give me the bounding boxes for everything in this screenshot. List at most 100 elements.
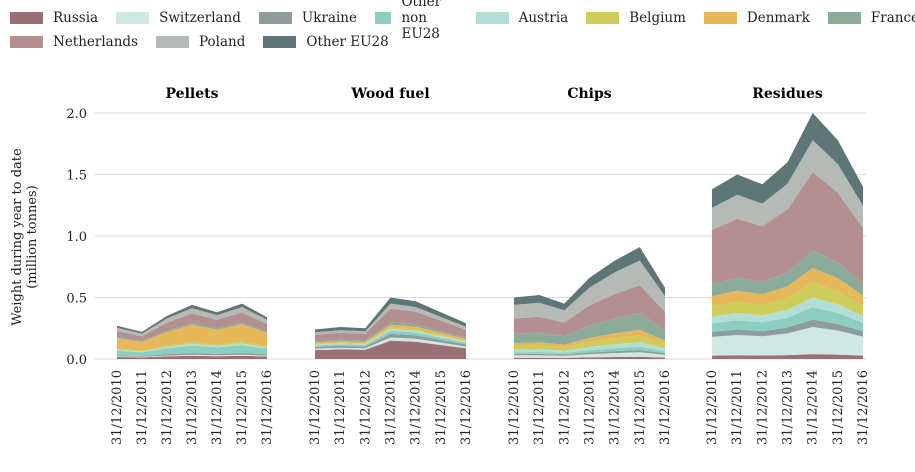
area-other-non-eu28 (514, 346, 665, 355)
area-other-non-eu28 (712, 307, 863, 332)
area-ukraine (117, 352, 267, 357)
x-tick-label: 31/12/2013 (583, 370, 598, 445)
y-tick-label: 1.0 (66, 230, 87, 245)
legend-swatch (374, 12, 392, 24)
x-tick-label: 31/12/2014 (608, 370, 623, 445)
area-poland (712, 140, 863, 230)
legend: Russia Switzerland Ukraine Other non EU2… (10, 0, 915, 54)
x-tick-label: 31/12/2016 (260, 370, 275, 445)
area-belgium (117, 341, 267, 352)
area-ukraine (514, 350, 665, 356)
area-other-non-eu28 (117, 345, 267, 356)
panel-2: Chips 31/12/2010 31/12/2011 31/12/2012 31/12… (507, 86, 673, 445)
legend-row-2: Netherlands Poland Other EU28 (10, 30, 910, 54)
x-tick-label: 31/12/2012 (755, 370, 770, 445)
x-tick-label: 31/12/2010 (110, 370, 125, 445)
area-poland (315, 303, 466, 335)
legend-item-france: France (827, 10, 915, 26)
area-netherlands (117, 312, 267, 342)
area-russia (315, 340, 466, 359)
area-russia (514, 356, 665, 359)
x-tick-label: 31/12/2012 (358, 370, 373, 445)
legend-swatch (827, 12, 861, 24)
x-tick-label: 31/12/2011 (730, 370, 745, 445)
x-tick-label: 31/12/2015 (633, 370, 648, 445)
y-axis-subtitle: (million tonnes) (25, 185, 40, 289)
y-tick-label: 0.5 (66, 292, 87, 307)
chart-panels: Pellets 31/12/2010 31/12/2011 31/12/2012 31/… (110, 86, 871, 445)
legend-swatch (156, 36, 189, 48)
area-ukraine (712, 319, 863, 337)
x-tick-label: 31/12/2011 (532, 370, 547, 445)
legend-label: Denmark (746, 10, 810, 26)
x-tick-label: 31/12/2012 (557, 370, 572, 445)
area-belgium (712, 282, 863, 317)
area-belgium (514, 335, 665, 351)
legend-swatch (10, 12, 43, 24)
panel-title: Chips (567, 86, 611, 102)
panel-1: Wood fuel 31/12/2010 31/12/2011 31/12/2012 3… (308, 86, 474, 445)
area-denmark (315, 324, 466, 344)
legend-swatch (475, 12, 509, 24)
x-tick-label: 31/12/2011 (333, 370, 348, 445)
legend-label: Netherlands (53, 34, 138, 50)
x-tick-label: 31/12/2014 (806, 370, 821, 445)
area-netherlands (712, 172, 863, 285)
x-tick-label: 31/12/2014 (210, 370, 225, 445)
legend-label: Belgium (629, 10, 686, 26)
legend-swatch (116, 12, 150, 24)
legend-item-other-non-eu28: Other non EU28 (374, 0, 458, 42)
x-tick-label: 31/12/2016 (856, 370, 871, 445)
legend-label: Poland (199, 34, 246, 50)
area-netherlands (315, 308, 466, 342)
area-france (315, 322, 466, 343)
legend-label: Other non EU28 (401, 0, 442, 42)
legend-label: Russia (53, 10, 99, 26)
area-denmark (712, 268, 863, 307)
area-other-eu28 (514, 247, 665, 311)
x-tick-label: 31/12/2016 (658, 370, 673, 445)
x-tick-label: 31/12/2013 (781, 370, 796, 445)
area-poland (514, 260, 665, 323)
legend-item-austria: Austria (475, 10, 569, 26)
legend-item-belgium: Belgium (586, 10, 686, 26)
legend-swatch (703, 12, 737, 24)
legend-label: Austria (518, 10, 569, 26)
legend-item-other-eu28: Other EU28 (263, 34, 389, 50)
x-tick-label: 31/12/2016 (459, 370, 474, 445)
x-tick-label: 31/12/2015 (831, 370, 846, 445)
legend-row-1: Russia Switzerland Ukraine Other non EU2… (10, 0, 915, 42)
area-denmark (117, 324, 267, 351)
area-russia (712, 354, 863, 359)
area-france (514, 313, 665, 345)
area-switzerland (315, 337, 466, 351)
area-other-non-eu28 (315, 330, 466, 347)
area-switzerland (117, 354, 267, 358)
area-denmark (514, 329, 665, 348)
panel-title: Residues (752, 86, 823, 102)
y-tick-label: 1.5 (66, 169, 87, 184)
legend-item-russia: Russia (10, 10, 98, 26)
legend-item-switzerland: Switzerland (116, 10, 241, 26)
y-tick-label: 2.0 (66, 107, 87, 122)
legend-item-ukraine: Ukraine (258, 10, 357, 26)
x-tick-label: 31/12/2015 (235, 370, 250, 445)
area-france (117, 322, 267, 342)
panel-title: Pellets (166, 86, 219, 102)
x-tick-label: 31/12/2010 (705, 370, 720, 445)
legend-item-poland: Poland (156, 34, 245, 50)
area-russia (117, 355, 267, 359)
x-tick-label: 31/12/2013 (384, 370, 399, 445)
area-switzerland (514, 352, 665, 358)
panel-title: Wood fuel (350, 86, 429, 102)
legend-label: Other EU28 (306, 34, 389, 50)
y-tick-label: 0.0 (66, 353, 87, 368)
x-tick-label: 31/12/2010 (507, 370, 522, 445)
legend-swatch (258, 12, 292, 24)
area-ukraine (315, 333, 466, 349)
legend-label: Switzerland (159, 10, 241, 26)
area-poland (117, 307, 267, 337)
area-austria (712, 297, 863, 324)
area-other-eu28 (117, 303, 267, 334)
